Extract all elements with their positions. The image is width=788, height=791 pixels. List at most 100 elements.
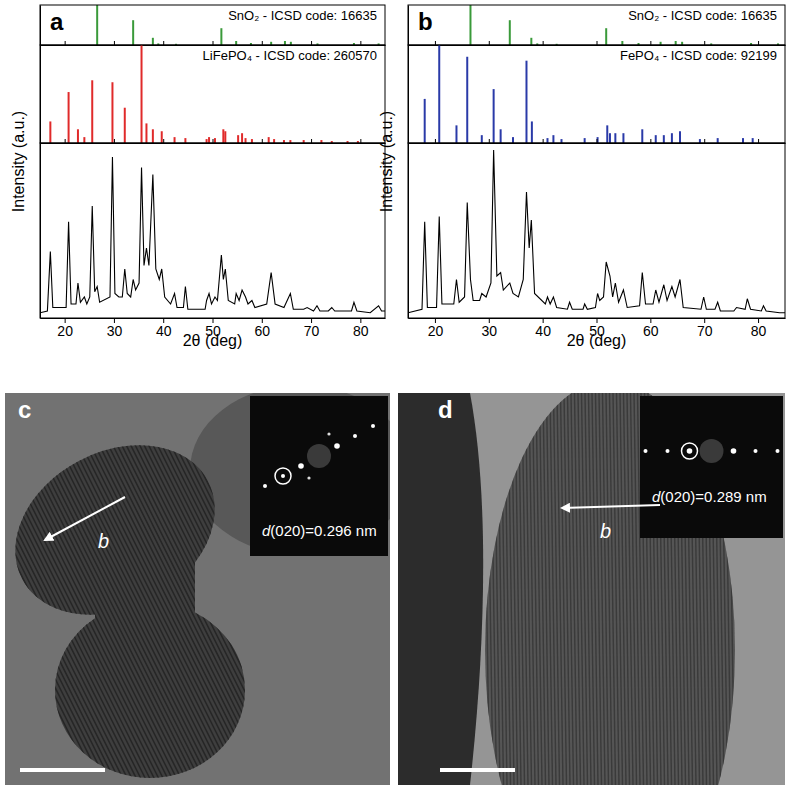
x-tick [489,139,490,143]
lattice-fringe [5,393,36,785]
lattice-fringe [5,393,171,785]
b-axis-arrow [45,497,125,540]
lattice-fringe [519,393,525,785]
plot-area [40,157,385,313]
lattice-fringe [247,393,390,785]
lattice-fringe [5,393,272,785]
x-tick: 40 [535,318,551,339]
lattice-fringe [222,393,390,785]
fft-center [307,444,331,468]
fft-inset [250,396,388,556]
lattice-fringe [218,393,390,785]
reference-stick [49,121,51,143]
lattice-fringe [5,393,247,785]
tick-mark [758,139,759,143]
tick-label: 20 [428,323,444,339]
reference-stick [481,135,483,143]
lattice-fringe [5,393,268,785]
tick-mark [163,41,164,45]
fft-spot [281,474,285,478]
tick-mark [704,41,705,45]
reference-stick [124,108,126,143]
lattice-fringe [5,393,46,785]
x-tick [758,139,759,143]
lattice-fringe [5,393,236,785]
subplot: 203040506070802θ (deg)Intensity (a.u.) [10,111,386,349]
lattice-fringe [175,393,390,785]
tick-mark [489,139,490,143]
lattice-fringe [5,393,39,785]
tick-mark [597,139,598,143]
reference-stick [622,133,624,143]
lattice-fringe [5,393,211,785]
b-axis-arrow [562,505,660,508]
tick-mark [758,41,759,45]
tem-panel: d(020)=0.289 nmbd [398,393,785,785]
reference-stick [235,41,237,45]
lattice-fringe [5,393,243,785]
tick-label: 70 [697,323,713,339]
x-tick [597,41,598,45]
lattice-fringe [5,403,7,785]
reference-stick [641,129,643,143]
fft-highlight [275,468,291,484]
lattice-fringe [197,393,390,785]
reference-stick [214,138,216,143]
particle [5,393,390,785]
x-tick: 70 [304,318,320,339]
tick-label: 40 [156,323,172,339]
reference-stick [530,38,532,45]
x-tick: 40 [156,318,172,339]
reference-stick [184,138,186,143]
lattice-fringe [5,393,229,785]
reference-stick [525,61,527,143]
lattice-fringe [5,393,197,785]
x-tick [704,41,705,45]
tick-mark [543,41,544,45]
lattice-fringe [225,393,390,785]
reference-stick [438,45,440,143]
x-tick [489,41,490,45]
reference-stick [208,137,210,143]
lattice-fringe [687,393,693,785]
tick-mark [435,139,436,143]
x-tick [543,41,544,45]
fft-spot [263,484,267,488]
tem-image [398,393,785,785]
reference-stick [91,80,93,143]
fft-spot [371,424,375,428]
lattice-fringe [5,393,168,785]
tick-mark [543,139,544,143]
lattice-fringe [5,393,150,785]
y-axis [408,46,409,144]
tick-label: 60 [254,323,270,339]
lattice-fringe [5,393,157,785]
lattice-fringe [5,401,10,785]
tick-mark [650,41,651,45]
lattice-fringe [214,393,390,785]
lattice-fringe [5,393,57,785]
lattice-fringe [5,393,186,785]
lattice-fringe [5,398,18,785]
tick-mark [489,41,490,45]
lattice-fringe [146,393,390,785]
lattice-fringe [5,393,261,785]
x-tick [163,139,164,143]
reference-stick [268,137,270,143]
fft-center [700,439,724,463]
reference-stick [584,138,586,143]
lattice-fringe [494,393,500,785]
lattice-fringe [5,393,103,785]
tem-image [5,393,390,785]
reference-stick [161,131,163,143]
subplot: FePO₄ - ICSD code: 92199 [408,45,786,144]
lattice-fringe [5,393,89,785]
tick-mark [597,41,598,45]
lattice-fringe [5,393,143,785]
lattice-fringe [5,396,21,785]
x-tick [597,139,598,143]
reference-stick [655,135,657,143]
fft-spot [307,476,310,479]
lattice-fringe [5,393,182,785]
lattice-fringe [5,393,179,785]
